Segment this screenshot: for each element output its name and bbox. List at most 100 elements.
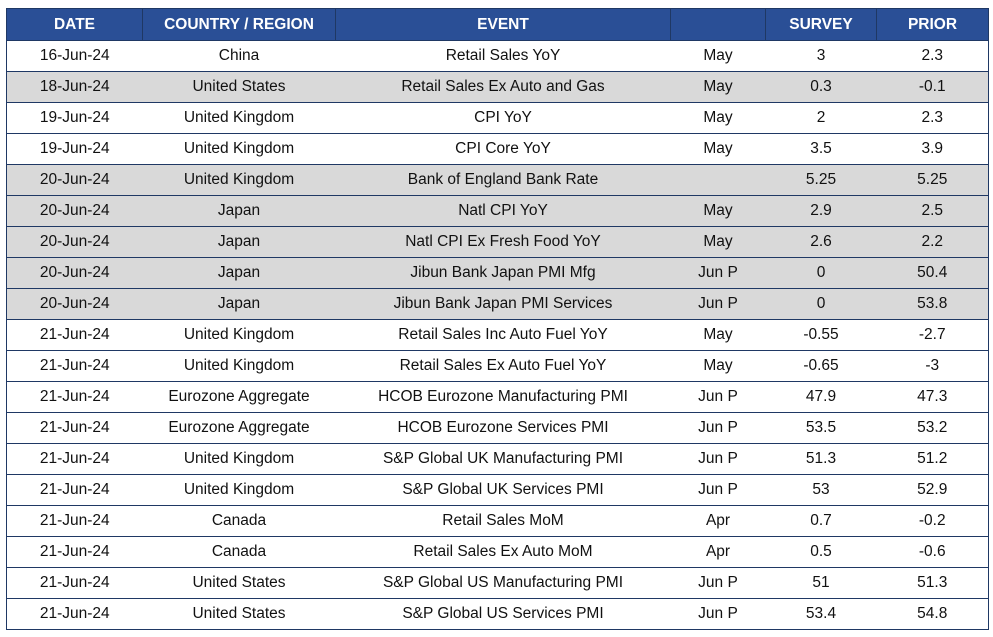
table-cell: Jun P: [670, 381, 766, 413]
table-row: 19-Jun-24 United Kingdom CPI YoY May 2 2.3: [6, 102, 989, 134]
header-cell: PRIOR: [876, 8, 989, 41]
table-cell: -0.65: [765, 350, 877, 382]
table-row: 21-Jun-24 United Kingdom Retail Sales Ex A…: [6, 350, 989, 382]
table-cell: 54.8: [876, 598, 989, 630]
table-row: 16-Jun-24 China Retail Sales YoY May 3 2.3: [6, 40, 989, 72]
table-row: 20-Jun-24 Japan Natl CPI YoY May 2.9 2.5: [6, 195, 989, 227]
table-row: 20-Jun-24 United Kingdom Bank of England B…: [6, 164, 989, 196]
table-row: 20-Jun-24 Japan Jibun Bank Japan PMI Servi…: [6, 288, 989, 320]
table-cell: United Kingdom: [142, 319, 336, 351]
header-row: DATE COUNTRY / REGION EVENT SURVEY PRIOR: [6, 8, 989, 41]
table-cell: 21-Jun-24: [6, 598, 143, 630]
table-row: 18-Jun-24 United States Retail Sales Ex Au…: [6, 71, 989, 103]
table-row: 21-Jun-24 Eurozone Aggregate HCOB Eurozone…: [6, 381, 989, 413]
header-cell: [670, 8, 766, 41]
table-cell: May: [670, 102, 766, 134]
table-cell: 51.3: [765, 443, 877, 475]
table-cell: 0.3: [765, 71, 877, 103]
table-cell: CPI Core YoY: [335, 133, 671, 165]
table-cell: -0.1: [876, 71, 989, 103]
table-row: 21-Jun-24 Canada Retail Sales MoM Apr 0.7 -0.…: [6, 505, 989, 537]
table-cell: S&P Global UK Services PMI: [335, 474, 671, 506]
table-cell: 0: [765, 257, 877, 289]
table-cell: 0.7: [765, 505, 877, 537]
table-cell: CPI YoY: [335, 102, 671, 134]
table-cell: 20-Jun-24: [6, 164, 143, 196]
table-cell: Apr: [670, 505, 766, 537]
table-cell: United States: [142, 567, 336, 599]
table-cell: 3.9: [876, 133, 989, 165]
table-row: 21-Jun-24 Eurozone Aggregate HCOB Eurozone…: [6, 412, 989, 444]
table-cell: Canada: [142, 536, 336, 568]
table-row: 20-Jun-24 Japan Jibun Bank Japan PMI Mfg Ju…: [6, 257, 989, 289]
table-cell: United Kingdom: [142, 133, 336, 165]
table-row: 21-Jun-24 Canada Retail Sales Ex Auto MoM A…: [6, 536, 989, 568]
table-cell: 2.2: [876, 226, 989, 258]
table-cell: 51: [765, 567, 877, 599]
table-cell: 2.9: [765, 195, 877, 227]
table-cell: Jibun Bank Japan PMI Services: [335, 288, 671, 320]
table-cell: 21-Jun-24: [6, 536, 143, 568]
table-row: 21-Jun-24 United States S&P Global US Manu…: [6, 567, 989, 599]
table-cell: United Kingdom: [142, 350, 336, 382]
table-cell: 3.5: [765, 133, 877, 165]
table-cell: Canada: [142, 505, 336, 537]
table-cell: 51.2: [876, 443, 989, 475]
table-cell: 51.3: [876, 567, 989, 599]
table-cell: 20-Jun-24: [6, 226, 143, 258]
table-cell: Eurozone Aggregate: [142, 412, 336, 444]
table-row: 21-Jun-24 United Kingdom S&P Global UK Man…: [6, 443, 989, 475]
table-cell: 53.2: [876, 412, 989, 444]
table-cell: 19-Jun-24: [6, 102, 143, 134]
header-cell: SURVEY: [765, 8, 877, 41]
table-row: 20-Jun-24 Japan Natl CPI Ex Fresh Food YoY…: [6, 226, 989, 258]
table-cell: Japan: [142, 257, 336, 289]
table-cell: United States: [142, 598, 336, 630]
header-cell: DATE: [6, 8, 143, 41]
table-cell: United Kingdom: [142, 102, 336, 134]
table-cell: Jun P: [670, 288, 766, 320]
table-cell: 21-Jun-24: [6, 381, 143, 413]
table-cell: May: [670, 71, 766, 103]
table-cell: -0.6: [876, 536, 989, 568]
table-cell: 5.25: [765, 164, 877, 196]
table-cell: 2.6: [765, 226, 877, 258]
table-cell: -2.7: [876, 319, 989, 351]
table-cell: 18-Jun-24: [6, 71, 143, 103]
table-cell: Natl CPI Ex Fresh Food YoY: [335, 226, 671, 258]
table-cell: 2.3: [876, 40, 989, 72]
table-cell: 0: [765, 288, 877, 320]
table-row: 21-Jun-24 United Kingdom S&P Global UK Ser…: [6, 474, 989, 506]
table-cell: 19-Jun-24: [6, 133, 143, 165]
table-cell: Bank of England Bank Rate: [335, 164, 671, 196]
table-cell: Retail Sales MoM: [335, 505, 671, 537]
table-cell: -0.2: [876, 505, 989, 537]
table-cell: May: [670, 133, 766, 165]
table-row: 21-Jun-24 United States S&P Global US Serv…: [6, 598, 989, 630]
table-cell: Jun P: [670, 598, 766, 630]
table-row: 19-Jun-24 United Kingdom CPI Core YoY May 3.…: [6, 133, 989, 165]
table-cell: 53.8: [876, 288, 989, 320]
table-cell: 3: [765, 40, 877, 72]
table-cell: S&P Global US Manufacturing PMI: [335, 567, 671, 599]
table-cell: Natl CPI YoY: [335, 195, 671, 227]
table-cell: May: [670, 350, 766, 382]
table-cell: Retail Sales Ex Auto and Gas: [335, 71, 671, 103]
table-cell: 2.5: [876, 195, 989, 227]
table-cell: Jun P: [670, 443, 766, 475]
table-cell: May: [670, 195, 766, 227]
table-cell: S&P Global US Services PMI: [335, 598, 671, 630]
table-cell: [670, 164, 766, 196]
table-cell: United Kingdom: [142, 443, 336, 475]
table-cell: 21-Jun-24: [6, 474, 143, 506]
table-cell: 20-Jun-24: [6, 288, 143, 320]
table-cell: 53.4: [765, 598, 877, 630]
table-cell: -3: [876, 350, 989, 382]
table-cell: Jibun Bank Japan PMI Mfg: [335, 257, 671, 289]
table-cell: Retail Sales Ex Auto Fuel YoY: [335, 350, 671, 382]
table-cell: 47.9: [765, 381, 877, 413]
table-cell: 2: [765, 102, 877, 134]
table-cell: 21-Jun-24: [6, 567, 143, 599]
table-cell: Retail Sales Inc Auto Fuel YoY: [335, 319, 671, 351]
